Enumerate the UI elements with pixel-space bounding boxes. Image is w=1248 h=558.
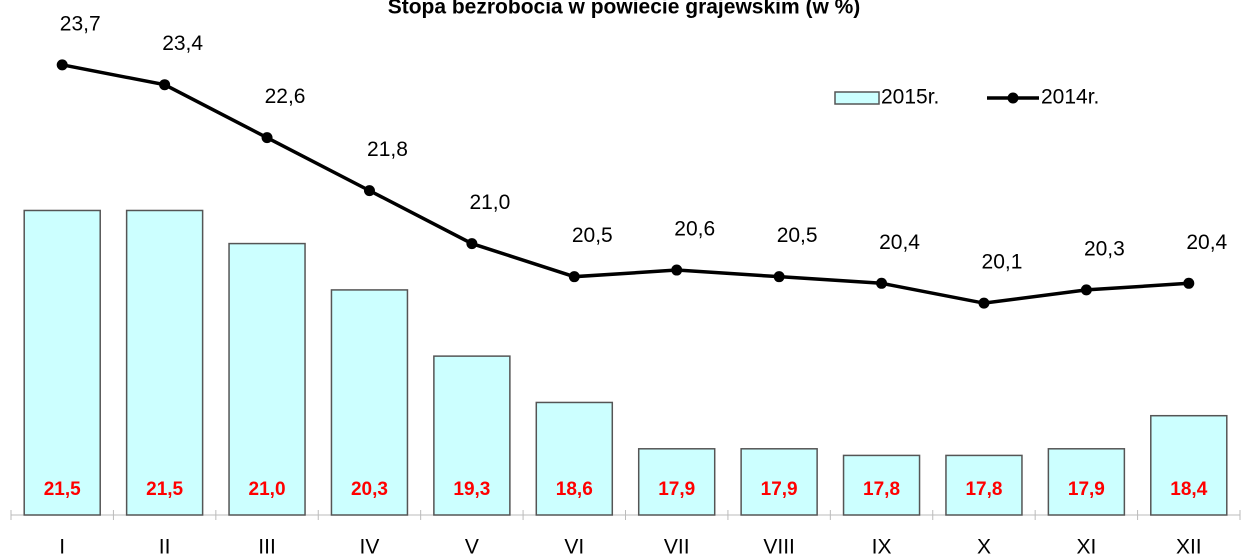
bar (125, 209, 204, 516)
bar (842, 454, 921, 516)
bar (535, 401, 614, 516)
bar (637, 448, 716, 516)
x-tick-label: VII (664, 536, 690, 558)
bar (23, 209, 101, 516)
legend-label: 2014r. (1041, 86, 1099, 109)
line-point (773, 271, 785, 283)
bar-value-label: 17,9 (1068, 479, 1105, 500)
bar-value-label: 18,4 (1170, 479, 1207, 500)
line-value-label: 22,6 (265, 85, 306, 108)
legend-swatch (834, 91, 880, 105)
bar-value-label: 18,6 (556, 479, 593, 500)
x-tick-label: VIII (763, 536, 795, 558)
x-tick-label: X (977, 536, 991, 558)
bar (740, 448, 818, 516)
bar-value-label: 19,3 (453, 479, 490, 500)
x-tick-label: V (465, 536, 479, 558)
bar-value-label: 21,5 (44, 479, 81, 500)
line-point (978, 297, 990, 309)
line-point (159, 79, 171, 91)
line-point (671, 264, 683, 276)
line (61, 63, 1189, 305)
x-tick-label: I (59, 536, 65, 558)
line-value-label: 21,0 (469, 191, 510, 214)
x-tick-label: III (258, 536, 276, 558)
x-tick-label: IV (360, 536, 380, 558)
line-point (568, 271, 580, 283)
bar (945, 454, 1023, 516)
line-value-label: 21,8 (367, 138, 408, 161)
bar (228, 242, 306, 516)
line-value-label: 20,5 (572, 224, 613, 247)
x-tick-label: VI (564, 536, 584, 558)
bar-value-label: 17,9 (658, 479, 695, 500)
line-value-label: 20,5 (777, 224, 818, 247)
x-tick-label: IX (872, 536, 892, 558)
x-tick-label: XII (1176, 536, 1202, 558)
line-value-label: 20,1 (982, 251, 1023, 274)
bar-value-label: 20,3 (351, 479, 388, 500)
bar (1047, 448, 1126, 516)
line-point (1080, 284, 1092, 296)
line-value-label: 23,7 (60, 12, 101, 35)
bar (433, 355, 511, 516)
line-point (261, 132, 273, 144)
line-value-label: 20,4 (879, 231, 920, 254)
legend-swatch (1007, 92, 1019, 104)
bar-value-label: 21,5 (146, 479, 183, 500)
bar-value-label: 21,0 (249, 479, 286, 500)
line-point (363, 185, 375, 197)
line-point (466, 238, 478, 250)
chart-title: Stopa bezrobocia w powiecie grajewskim (… (388, 0, 861, 19)
bar (330, 289, 409, 516)
line-value-label: 20,3 (1084, 237, 1125, 260)
bar-value-label: 17,8 (965, 479, 1002, 500)
x-tick-label: XI (1076, 536, 1096, 558)
line-point (1183, 277, 1195, 289)
bar-value-label: 17,9 (761, 479, 798, 500)
bar (1150, 414, 1228, 516)
bar-value-label: 17,8 (863, 479, 900, 500)
line-value-label: 20,6 (674, 218, 715, 241)
line-point (876, 277, 888, 289)
x-tick-label: II (159, 536, 171, 558)
line-value-label: 20,4 (1186, 231, 1227, 254)
line-value-label: 23,4 (162, 32, 203, 55)
legend-label: 2015r. (881, 86, 939, 109)
line-point (56, 59, 68, 71)
